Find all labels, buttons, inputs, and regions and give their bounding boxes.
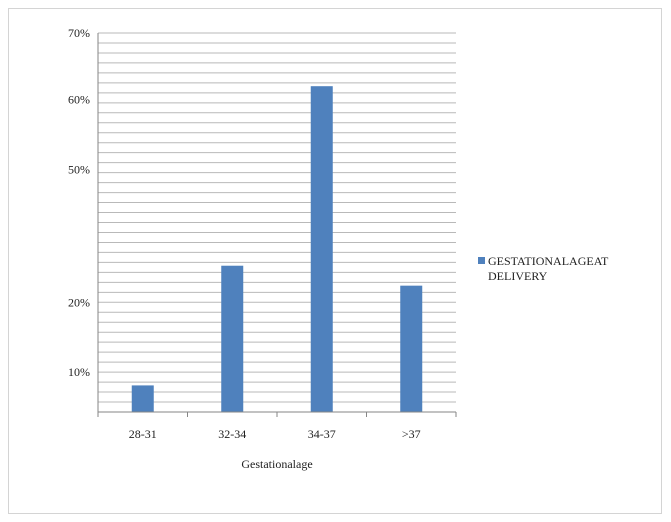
y-tick-label: 10%	[68, 365, 90, 379]
x-tick-label: >37	[402, 427, 421, 441]
chart-area: 70% 60% 50% 20% 10% 28-31 32-34 34-37 >37 Gesta…	[8, 8, 662, 514]
bar-37	[400, 285, 423, 412]
y-tick-label: 50%	[68, 162, 90, 176]
legend-swatch	[478, 257, 485, 264]
legend: GESTATIONALAGEAT DELIVERY	[478, 254, 609, 283]
bar-chart: 70% 60% 50% 20% 10% 28-31 32-34 34-37 >37 Gesta…	[68, 26, 609, 471]
legend-label: GESTATIONALAGEAT DELIVERY	[488, 254, 609, 283]
x-axis-title: Gestationalage	[241, 457, 312, 471]
axes	[97, 33, 457, 417]
y-tick-label: 70%	[68, 26, 90, 40]
x-tick-label: 28-31	[129, 427, 157, 441]
bar-34-37	[310, 86, 333, 412]
bar-32-34	[221, 265, 244, 412]
y-tick-label: 60%	[68, 92, 90, 106]
x-tick-label: 34-37	[308, 427, 336, 441]
y-axis-tick-labels: 70% 60% 50% 20% 10%	[68, 26, 90, 379]
legend-label-line: GESTATIONALAGEAT	[488, 254, 609, 268]
bar-28-31	[131, 385, 154, 412]
gridlines	[98, 32, 456, 403]
x-tick-label: 32-34	[218, 427, 246, 441]
y-tick-label: 20%	[68, 295, 90, 309]
legend-label-line: DELIVERY	[488, 269, 548, 283]
x-axis-tick-labels: 28-31 32-34 34-37 >37	[129, 427, 421, 441]
bars	[131, 86, 423, 412]
